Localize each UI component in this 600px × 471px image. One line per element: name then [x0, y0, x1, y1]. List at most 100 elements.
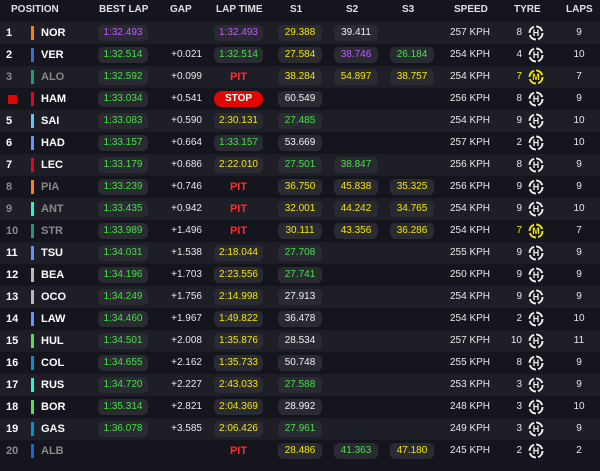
- team-color-bar: [31, 378, 34, 392]
- speed: 255 KPH: [450, 247, 491, 258]
- hard-tyre-icon: H: [528, 311, 544, 327]
- driver-code: TSU: [41, 247, 63, 259]
- hard-tyre-icon: H: [528, 157, 544, 173]
- driver-row[interactable]: 6 HAD 1:33.157 +0.664 1:33.157 53.669 257 KPH 2…: [0, 132, 600, 154]
- gap: +1.538: [171, 247, 202, 258]
- position-number: 3: [6, 71, 13, 83]
- best-lap: 1:36.078: [98, 421, 148, 437]
- tyre-age: 9: [516, 181, 522, 192]
- last-lap-time: 1:35.876: [214, 333, 263, 349]
- laps-count: 9: [576, 291, 582, 302]
- best-lap: 1:34.031: [98, 245, 148, 261]
- best-lap: 1:32.493: [98, 25, 148, 41]
- team-color-bar: [31, 422, 34, 436]
- driver-row[interactable]: 15 HUL 1:34.501 +2.008 1:35.876 28.534 257 KPH…: [0, 330, 600, 352]
- driver-code: VER: [41, 49, 64, 61]
- driver-row[interactable]: 13 OCO 1:34.249 +1.756 2:14.998 27.913 254 KPH…: [0, 286, 600, 308]
- team-color-bar: [31, 268, 34, 282]
- driver-code: HAD: [41, 137, 65, 149]
- sector-s2: 38.746: [334, 47, 378, 63]
- sector-s1: 36.478: [278, 311, 322, 327]
- sector-s1: 28.534: [278, 333, 322, 349]
- driver-row[interactable]: 5 SAI 1:33.083 +0.590 2:30.131 27.485 254 KPH 9…: [0, 110, 600, 132]
- driver-row[interactable]: 19 GAS 1:36.078 +3.585 2:06.426 27.961 249 KPH…: [0, 418, 600, 440]
- sector-s1: 27.961: [278, 421, 322, 437]
- header-s1: S1: [290, 4, 303, 15]
- position-number: 2: [6, 49, 13, 61]
- hard-tyre-icon: H: [528, 289, 544, 305]
- best-lap: 1:33.034: [98, 91, 148, 107]
- driver-row[interactable]: 2 VER 1:32.514 +0.021 1:32.514 27.584 38.746 26…: [0, 44, 600, 66]
- gap: +2.162: [171, 357, 202, 368]
- driver-row[interactable]: HAM 1:33.034 +0.541 STOP 60.549 256 KPH 8 H 9: [0, 88, 600, 110]
- laps-count: 2: [576, 445, 582, 456]
- speed: 248 KPH: [450, 401, 491, 412]
- driver-code: BOR: [41, 401, 66, 413]
- speed: 257 KPH: [450, 137, 491, 148]
- driver-row[interactable]: 17 RUS 1:34.720 +2.227 2:43.033 27.588 253 KPH…: [0, 374, 600, 396]
- last-lap-time: 2:30.131: [214, 113, 263, 129]
- sector-s1: 36.750: [278, 179, 322, 195]
- tyre-compound-letter: H: [532, 138, 540, 148]
- last-lap-time: PIT: [229, 445, 248, 457]
- sector-s2: 41.363: [334, 443, 378, 459]
- sector-s3: 35.325: [390, 179, 434, 195]
- header-tyre: TYRE: [514, 4, 541, 15]
- medium-tyre-icon: M: [528, 223, 544, 239]
- best-lap: 1:33.239: [98, 179, 148, 195]
- header-s2: S2: [346, 4, 359, 15]
- team-color-bar: [31, 136, 34, 150]
- driver-row[interactable]: 11 TSU 1:34.031 +1.538 2:18.044 27.708 255 KPH…: [0, 242, 600, 264]
- driver-row[interactable]: 1 NOR 1:32.493 1:32.493 29.388 39.411 257 KPH 8…: [0, 22, 600, 44]
- medium-tyre-icon: M: [528, 69, 544, 85]
- best-lap: 1:34.460: [98, 311, 148, 327]
- tyre-compound-letter: H: [532, 402, 540, 412]
- driver-row[interactable]: 14 LAW 1:34.460 +1.967 1:49.822 36.478 254 KPH…: [0, 308, 600, 330]
- sector-s1: 50.748: [278, 355, 322, 371]
- driver-row[interactable]: 9 ANT 1:33.435 +0.942 PIT 32.001 44.242 34.765 2…: [0, 198, 600, 220]
- speed: 257 KPH: [450, 335, 491, 346]
- driver-row[interactable]: 16 COL 1:34.655 +2.162 1:35.733 50.748 255 KPH…: [0, 352, 600, 374]
- position-number: 16: [6, 357, 19, 369]
- driver-row[interactable]: 12 BEA 1:34.196 +1.703 2:23.556 27.741 250 KPH…: [0, 264, 600, 286]
- laps-count: 9: [576, 423, 582, 434]
- driver-code: ALO: [41, 71, 65, 83]
- position-number: 5: [6, 115, 13, 127]
- last-lap-time: 2:14.998: [214, 289, 263, 305]
- last-lap-time: 2:18.044: [214, 245, 263, 261]
- driver-row[interactable]: 18 BOR 1:35.314 +2.821 2:04.369 28.992 248 KPH…: [0, 396, 600, 418]
- hard-tyre-icon: H: [528, 47, 544, 63]
- best-lap: 1:32.592: [98, 69, 148, 85]
- best-lap: 1:34.655: [98, 355, 148, 371]
- tyre-age: 3: [516, 379, 522, 390]
- sector-s1: 30.111: [278, 223, 322, 239]
- driver-row[interactable]: 10 STR 1:33.989 +1.496 PIT 30.111 43.356 36.286…: [0, 220, 600, 242]
- last-lap-time: PIT: [229, 203, 248, 215]
- driver-row[interactable]: 3 ALO 1:32.592 +0.099 PIT 38.284 54.897 38.757 2…: [0, 66, 600, 88]
- header-row: POSITION BEST LAP GAP LAP TIME S1 S2 S3 …: [0, 0, 600, 22]
- speed: 256 KPH: [450, 93, 491, 104]
- tyre-compound-letter: H: [532, 446, 540, 456]
- laps-count: 7: [576, 225, 582, 236]
- driver-row[interactable]: 8 PIA 1:33.239 +0.746 PIT 36.750 45.838 35.325 2…: [0, 176, 600, 198]
- team-color-bar: [31, 246, 34, 260]
- tyre-compound-letter: H: [532, 204, 540, 214]
- last-lap-time: PIT: [229, 181, 248, 193]
- hard-tyre-icon: H: [528, 443, 544, 459]
- hard-tyre-icon: H: [528, 355, 544, 371]
- driver-code: BEA: [41, 269, 65, 281]
- gap: +0.664: [171, 137, 202, 148]
- driver-code: LAW: [41, 313, 66, 325]
- driver-row[interactable]: 7 LEC 1:33.179 +0.686 2:22.010 27.501 38.847 25…: [0, 154, 600, 176]
- tyre-compound-letter: M: [532, 226, 540, 236]
- driver-row[interactable]: 20 ALB PIT 28.486 41.363 47.180 245 KPH 2 H 2: [0, 440, 600, 462]
- last-lap-time: 2:43.033: [214, 377, 263, 393]
- sector-s2: 54.897: [334, 69, 378, 85]
- speed: 254 KPH: [450, 115, 491, 126]
- tyre-age: 9: [516, 203, 522, 214]
- sector-s2: 43.356: [334, 223, 378, 239]
- last-lap-time: 2:06.426: [214, 421, 263, 437]
- sector-s2: 38.847: [334, 157, 378, 173]
- tyre-age: 10: [510, 335, 522, 346]
- gap: +0.686: [171, 159, 202, 170]
